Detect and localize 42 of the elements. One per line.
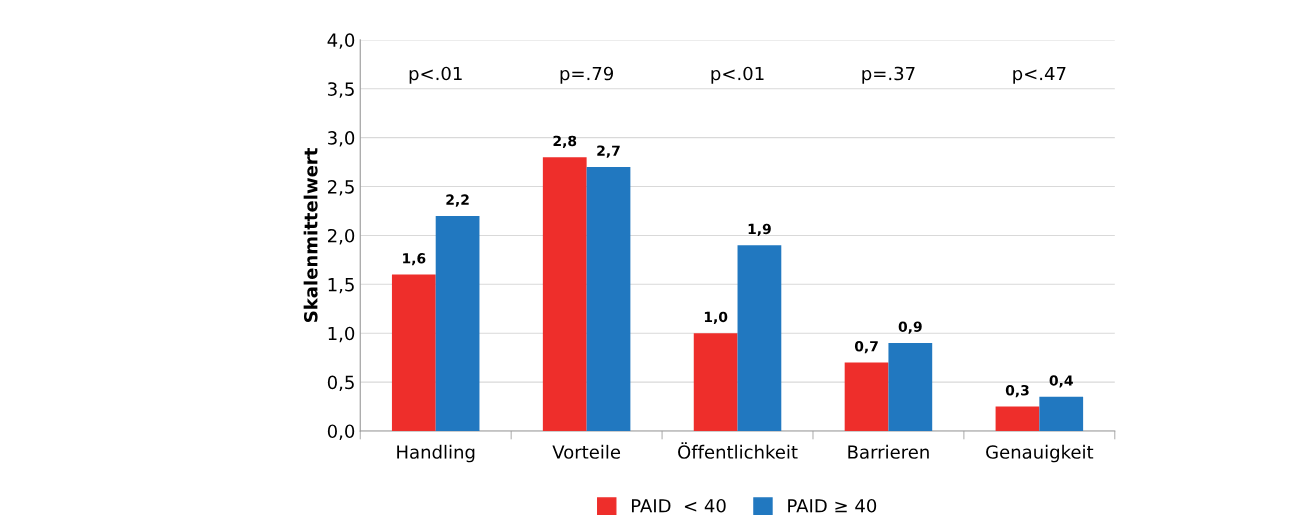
bar: [737, 245, 782, 431]
y-tick-label: 4,0: [327, 33, 355, 49]
y-tick-label: 0,0: [327, 424, 355, 440]
y-tick-label: 3,0: [328, 131, 355, 147]
data-label: 2,8: [553, 135, 577, 148]
data-label: 0,3: [1005, 385, 1029, 398]
bar: [435, 215, 480, 431]
data-label: 1,6: [403, 253, 426, 266]
bar: [542, 157, 587, 431]
y-tick-label: 3,5: [328, 82, 354, 98]
y-tick-label: 0,5: [327, 375, 354, 392]
x-tick-label: Vorteile: [552, 444, 621, 459]
y-tick-label: 2,5: [328, 180, 354, 196]
y-tick-label: 1,5: [328, 278, 354, 294]
legend-label: PAID ≥ 40: [788, 498, 877, 513]
bar: [586, 166, 631, 431]
data-label: 0,9: [898, 321, 922, 334]
bar: [888, 342, 933, 431]
data-label: 0,7: [854, 341, 878, 354]
annotation: p<.47: [1013, 66, 1066, 84]
x-tick-label: Barrieren: [848, 444, 929, 459]
data-label: 0,4: [1049, 375, 1073, 388]
x-tick-label: Öffentlichkeit: [678, 442, 798, 459]
bar: [391, 274, 436, 431]
annotation: p<.01: [409, 66, 462, 84]
bar: [844, 362, 889, 431]
x-tick-label: Genauigkeit: [986, 444, 1094, 463]
annotation: p=.37: [862, 66, 915, 84]
data-label: 2,2: [446, 194, 469, 207]
legend-label: PAID < 40: [631, 498, 726, 513]
bar: [1039, 396, 1084, 431]
data-label: 2,7: [597, 145, 620, 158]
y-axis-title: Skalenmittelwert: [303, 148, 318, 322]
data-label: 1,9: [748, 223, 771, 236]
data-label: 1,0: [704, 311, 728, 324]
y-tick-label: 1,0: [328, 326, 355, 343]
bar: [995, 406, 1040, 431]
annotation: p=.79: [560, 66, 613, 84]
annotation: p<.01: [711, 66, 764, 84]
y-tick-label: 2,0: [328, 228, 355, 245]
bar: [693, 333, 738, 431]
x-tick-label: Handling: [397, 444, 475, 463]
